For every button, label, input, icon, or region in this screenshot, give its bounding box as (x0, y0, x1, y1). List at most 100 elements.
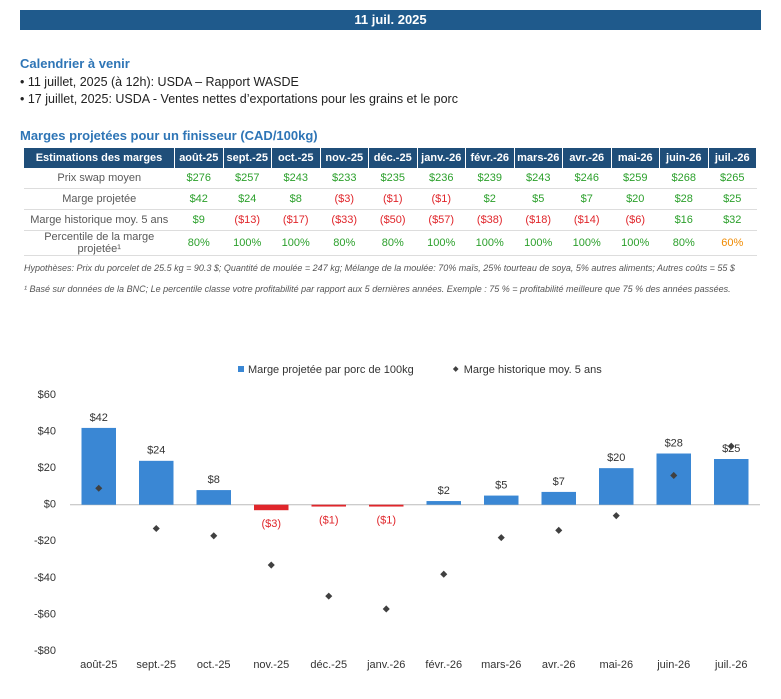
header-cell: juin-26 (659, 148, 709, 168)
y-tick-label: $0 (44, 499, 56, 511)
value-cell: $243 (514, 168, 563, 189)
value-cell: ($33) (320, 209, 369, 231)
bar (484, 495, 519, 505)
data-label: $24 (147, 445, 165, 457)
point (440, 570, 448, 578)
table-row: Marge historique moy. 5 ans $9 ($13) ($17)(… (24, 209, 757, 231)
x-tick-label: janv.-26 (366, 659, 405, 671)
value-cell: $7 (562, 188, 611, 210)
y-tick-label: -$80 (34, 645, 56, 657)
header-cell: oct.-25 (271, 148, 321, 168)
value-cell: $235 (368, 168, 417, 189)
value-cell: $24 (223, 188, 272, 210)
x-tick-label: juil.-26 (714, 659, 747, 671)
value-cell: 100% (223, 230, 272, 256)
y-tick-label: $20 (38, 462, 56, 474)
point (95, 484, 103, 492)
value-cell: 100% (465, 230, 514, 256)
legend-marker (452, 366, 459, 372)
bar (541, 491, 576, 505)
header-cell: août-25 (174, 148, 224, 168)
row-label: Prix swap moyen (24, 168, 175, 189)
value-cell: ($50) (368, 209, 417, 231)
value-cell: $257 (223, 168, 272, 189)
data-label: $28 (665, 437, 683, 449)
y-tick-label: -$20 (34, 535, 56, 547)
value-cell: $16 (659, 209, 708, 231)
header-cell: juil.-26 (708, 148, 757, 168)
bar (714, 459, 749, 505)
header-cell: janv.-26 (417, 148, 466, 168)
x-tick-label: oct.-25 (197, 659, 231, 671)
value-cell: $5 (514, 188, 563, 210)
legend-label: Marge historique moy. 5 ans (464, 364, 602, 376)
calendar-item: • 11 juillet, 2025 (à 12h): USDA – Rappo… (20, 75, 299, 89)
point (325, 592, 333, 600)
value-cell: $268 (659, 168, 708, 189)
header-cell: Estimations des marges (24, 148, 175, 168)
value-cell: 80% (174, 230, 223, 256)
point (555, 526, 563, 534)
bar (311, 504, 346, 507)
data-label: $2 (438, 485, 450, 497)
date-banner: 11 juil. 2025 (20, 10, 761, 30)
value-cell: $9 (174, 209, 223, 231)
value-cell: $25 (708, 188, 757, 210)
value-cell: ($18) (514, 209, 563, 231)
header-cell: sept.-25 (223, 148, 272, 168)
value-cell: $28 (659, 188, 708, 210)
data-label: $5 (495, 479, 507, 491)
value-cell: $265 (708, 168, 757, 189)
header-cell: avr.-26 (562, 148, 612, 168)
margin-table: Estimations des marges août-25 sept.-25 oct… (24, 148, 757, 256)
legend-label: Marge projetée par porc de 100kg (248, 364, 414, 376)
row-label: Marge historique moy. 5 ans (24, 209, 175, 231)
row-label: Marge projetée (24, 188, 175, 210)
x-tick-label: avr.-26 (542, 659, 576, 671)
point (382, 605, 390, 613)
data-label: $7 (553, 476, 565, 488)
value-cell: $233 (320, 168, 369, 189)
value-cell: 60% (708, 230, 757, 256)
table-row: Prix swap moyen $276 $257 $243 $233 $235 $236 $… (24, 168, 757, 189)
bar (369, 504, 404, 507)
value-cell: $246 (562, 168, 611, 189)
value-cell: 100% (514, 230, 563, 256)
header-row: Estimations des marges août-25 sept.-25 oct… (24, 148, 757, 168)
header-cell: déc.-25 (368, 148, 418, 168)
point (727, 442, 735, 450)
value-cell: ($17) (271, 209, 320, 231)
point (612, 512, 620, 520)
value-cell: $259 (611, 168, 660, 189)
value-cell: $276 (174, 168, 223, 189)
footnote: Hypothèses: Prix du porcelet de 25.5 kg … (24, 263, 735, 273)
value-cell: 100% (611, 230, 660, 256)
value-cell: $2 (465, 188, 514, 210)
header-cell: mai-26 (611, 148, 660, 168)
value-cell: 100% (271, 230, 320, 256)
y-tick-label: -$60 (34, 608, 56, 620)
value-cell: ($1) (417, 188, 466, 210)
header-cell: nov.-25 (320, 148, 369, 168)
value-cell: 100% (417, 230, 466, 256)
calendar-title: Calendrier à venir (20, 56, 130, 71)
value-cell: $243 (271, 168, 320, 189)
value-cell: ($1) (368, 188, 417, 210)
value-cell: $8 (271, 188, 320, 210)
chart: $60 $40 $20 $0 -$20 -$40 -$60 -$80 août-25 sept.-… (34, 364, 760, 671)
point (267, 561, 275, 569)
table-row: Marge projetée $42 $24 $8 ($3) ($1) ($1) $2 $5 $7… (24, 188, 757, 210)
x-tick-label: juin-26 (656, 659, 690, 671)
value-cell: ($3) (320, 188, 369, 210)
value-cell: 100% (562, 230, 611, 256)
bar (196, 490, 231, 505)
x-tick-label: nov.-25 (253, 659, 289, 671)
value-cell: $20 (611, 188, 660, 210)
x-tick-label: mars-26 (481, 659, 521, 671)
legend-marker (238, 366, 244, 372)
y-tick-label: $60 (38, 389, 56, 401)
value-cell: $236 (417, 168, 466, 189)
y-tick-label: -$40 (34, 572, 56, 584)
x-tick-label: févr.-26 (425, 659, 462, 671)
value-cell: ($14) (562, 209, 611, 231)
